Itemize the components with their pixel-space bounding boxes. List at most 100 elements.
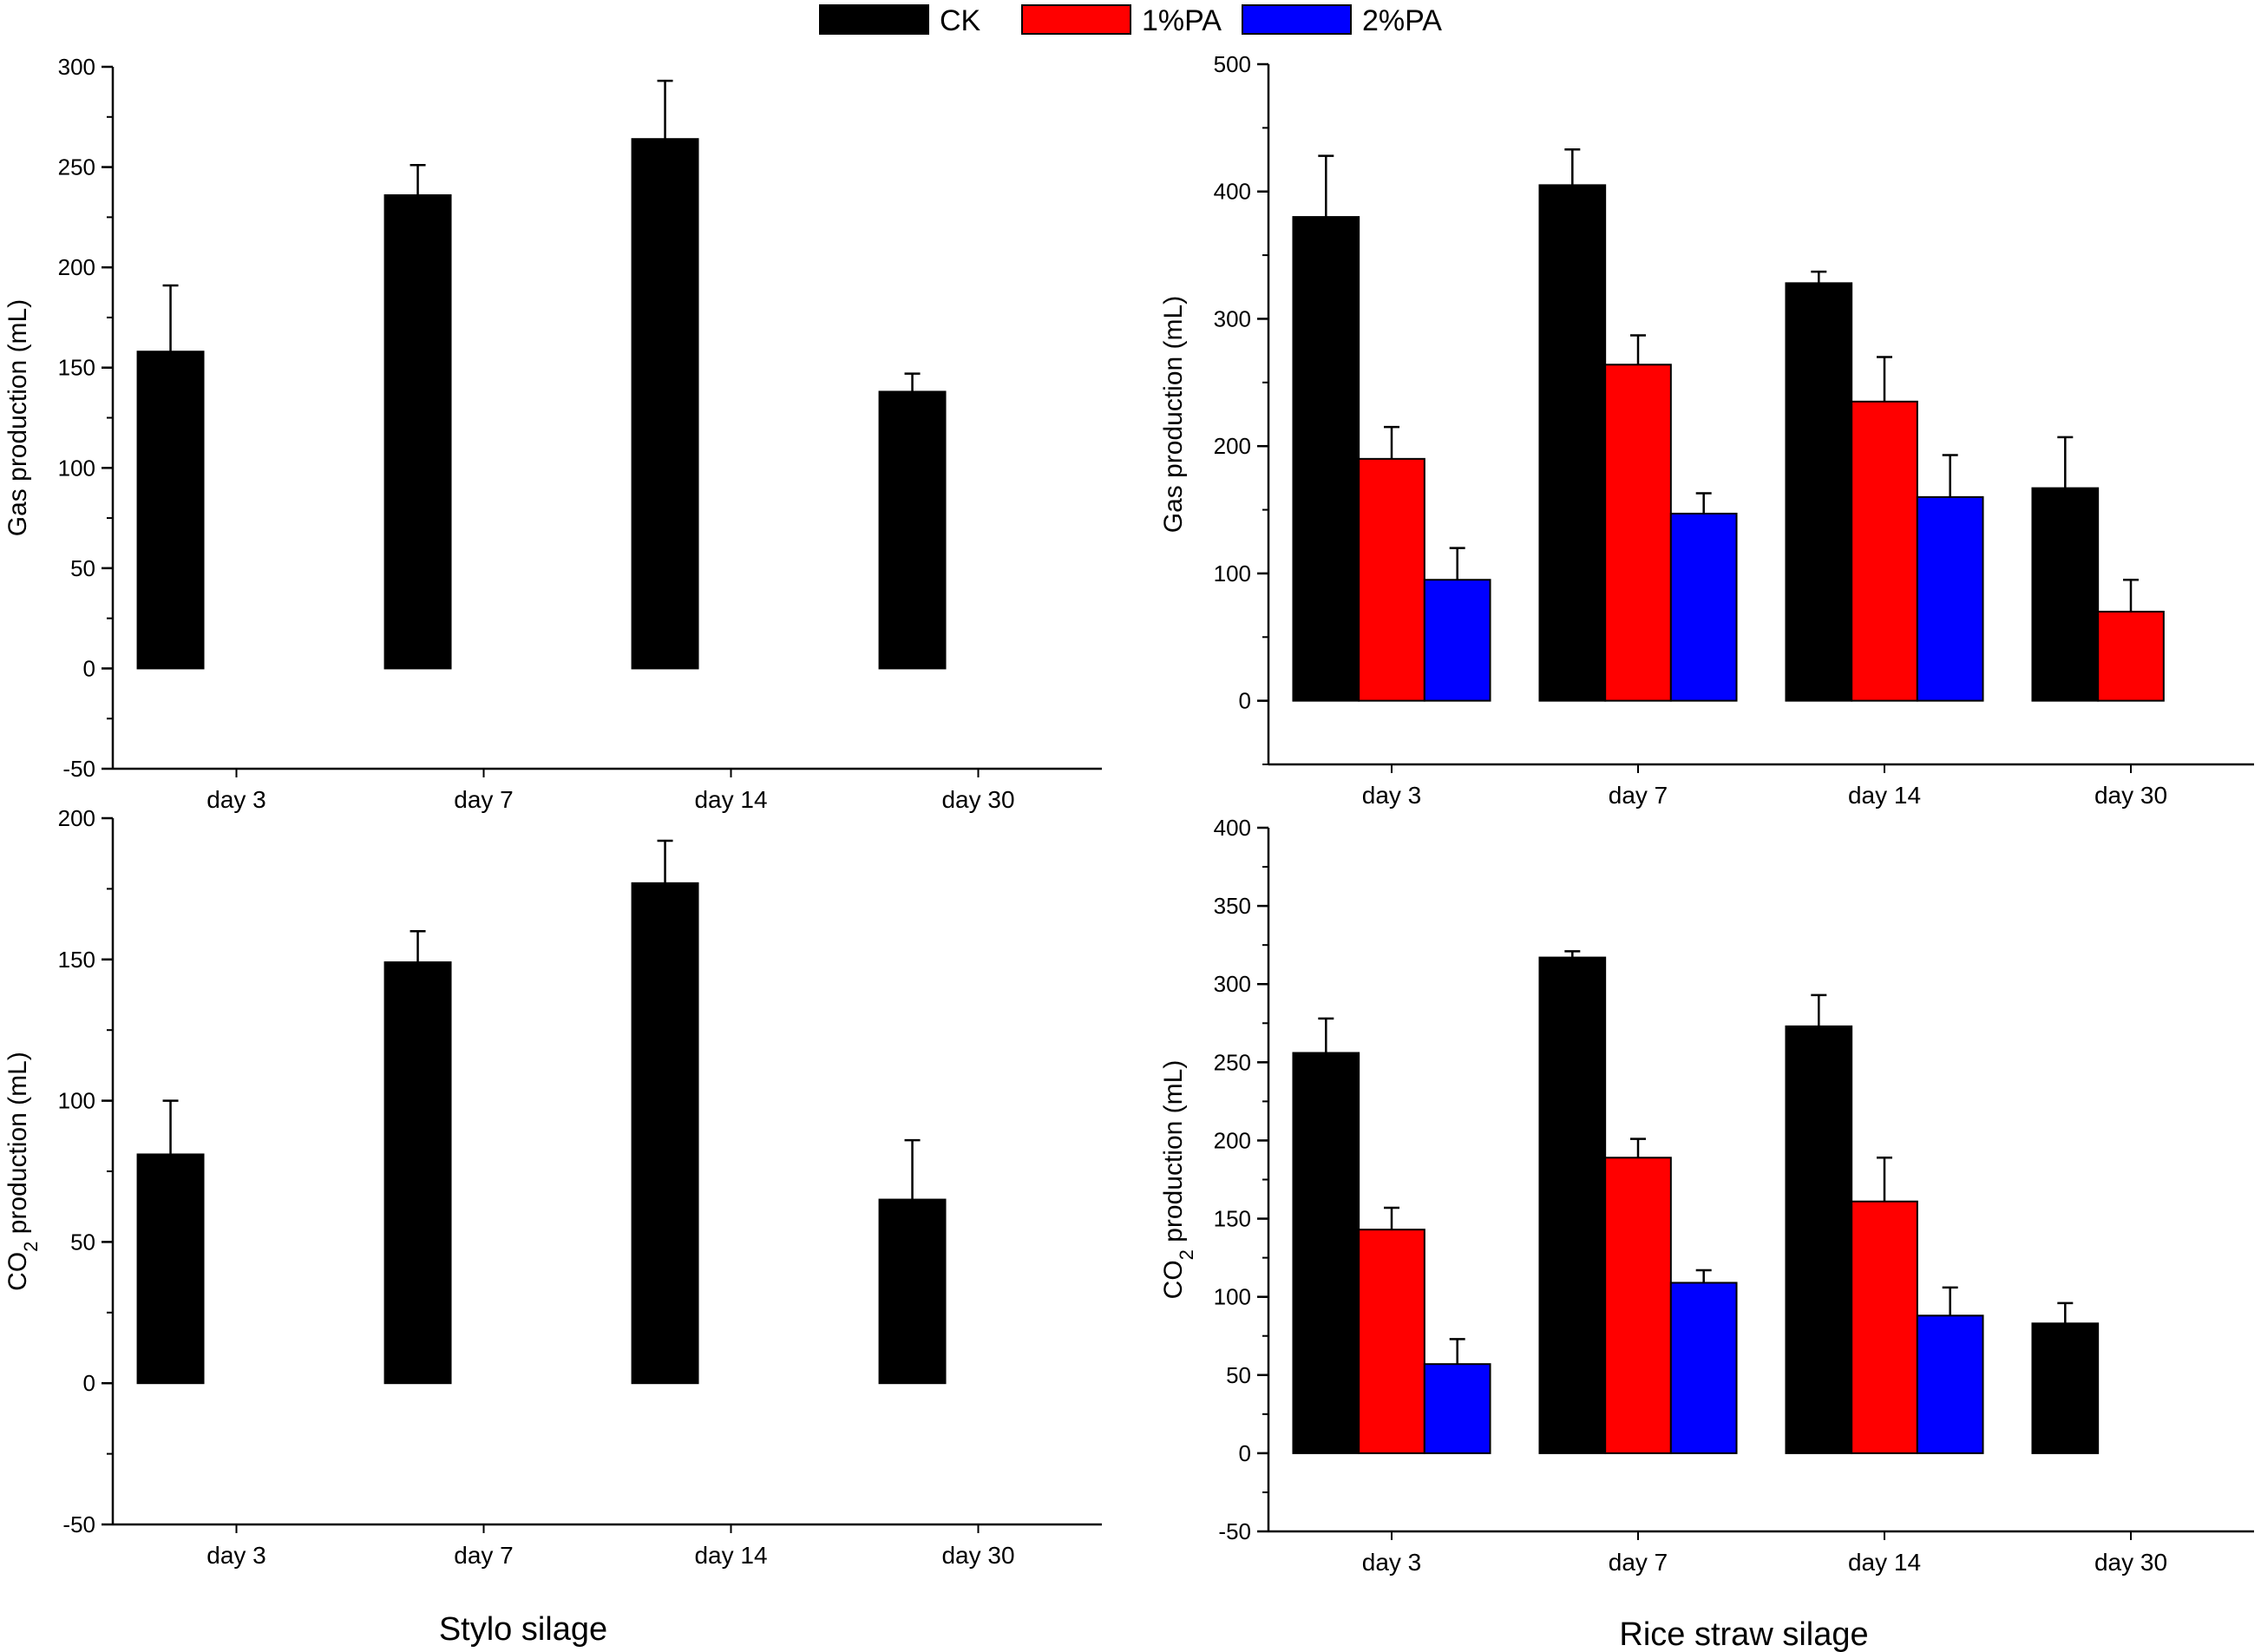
x-tick-label: day 14 xyxy=(1848,1549,1921,1576)
y-tick-label: 300 xyxy=(58,54,95,80)
y-tick-label: 300 xyxy=(1214,971,1251,997)
x-tick-label: day 7 xyxy=(454,1542,514,1569)
bar-2pctpa-day-7 xyxy=(1669,1282,1738,1454)
x-tick-label: day 3 xyxy=(206,786,266,813)
bar-ck-day-30 xyxy=(2031,487,2100,702)
x-tick-label: day 30 xyxy=(2094,782,2167,809)
y-tick-label: 100 xyxy=(58,1088,95,1114)
x-tick-label: day 7 xyxy=(1609,782,1668,809)
bar-ck-day-7 xyxy=(1538,956,1607,1454)
x-tick-label: day 30 xyxy=(941,1542,1014,1569)
bar-2pctpa-day-14 xyxy=(1916,1314,1984,1454)
y-tick-label: -50 xyxy=(1218,1518,1251,1544)
x-tick-label: day 3 xyxy=(1362,782,1422,809)
y-tick-label: 400 xyxy=(1214,815,1251,841)
bar-ck-day-30 xyxy=(878,1198,947,1385)
x-tick-label: day 14 xyxy=(1848,782,1921,809)
y-tick-label: 500 xyxy=(1214,51,1251,77)
bar-1pctpa-day-14 xyxy=(1851,1200,1918,1454)
bar-1pctpa-day-14 xyxy=(1851,400,1918,702)
bar-2pctpa-day-14 xyxy=(1916,495,1984,702)
y-axis-title-subscript: 2 xyxy=(20,1242,42,1252)
x-tick-label: day 14 xyxy=(694,1542,767,1569)
legend-swatch-pa2 xyxy=(1242,4,1352,35)
bar-ck-day-30 xyxy=(2031,1322,2100,1454)
bar-ck-day-3 xyxy=(136,1153,205,1385)
y-tick-label: 400 xyxy=(1214,179,1251,205)
y-tick-label: 200 xyxy=(58,254,95,280)
y-tick-label: 50 xyxy=(1226,1362,1251,1388)
bar-ck-day-14 xyxy=(1785,282,1853,702)
y-axis-title-main: CO xyxy=(3,1252,32,1291)
y-tick-label: 100 xyxy=(58,455,95,481)
legend-label-ck: CK xyxy=(940,4,981,37)
panel-rice-gas: 0 100 200 300 400 500 day 3 day 7 day 14 day 30 Ga… xyxy=(1159,51,2254,809)
y-axis-title-subscript: 2 xyxy=(1176,1249,1197,1260)
bar-ck-day-7 xyxy=(1538,184,1607,702)
caption-rice-straw-silage: Rice straw silage xyxy=(1619,1616,1868,1652)
bar-ck-day-14 xyxy=(631,882,699,1385)
y-tick-label: 200 xyxy=(58,805,95,831)
bar-ck-day-7 xyxy=(383,193,452,670)
y-tick-label: 250 xyxy=(58,154,95,180)
y-tick-label: -50 xyxy=(62,756,95,782)
panel-stylo-gas: -50 0 50 100 150 200 250 300 day 3 day 7 day 14 day… xyxy=(3,54,1102,813)
bar-2pctpa-day-7 xyxy=(1669,512,1738,702)
y-tick-label: 200 xyxy=(1214,433,1251,459)
y-axis-title: Gas production (mL) xyxy=(1159,296,1188,533)
y-axis-title: Gas production (mL) xyxy=(3,299,32,536)
bar-ck-day-30 xyxy=(878,390,947,670)
x-tick-label: day 7 xyxy=(1609,1549,1668,1576)
bar-1pctpa-day-7 xyxy=(1604,1157,1672,1454)
y-tick-label: 200 xyxy=(1214,1127,1251,1153)
x-tick-label: day 14 xyxy=(694,786,767,813)
legend-label-pa2: 2%PA xyxy=(1362,4,1442,37)
y-tick-label: 50 xyxy=(70,555,95,581)
bar-ck-day-3 xyxy=(1292,1052,1360,1454)
y-axis-title: CO2 production (mL) xyxy=(3,1052,42,1291)
bar-ck-day-7 xyxy=(383,961,452,1385)
y-tick-label: 150 xyxy=(1214,1206,1251,1232)
y-tick-label: 0 xyxy=(1239,1440,1251,1466)
bar-ck-day-3 xyxy=(1292,216,1360,702)
y-tick-label: 50 xyxy=(70,1229,95,1255)
legend-swatch-pa1 xyxy=(1021,4,1131,35)
legend: CK 1%PA 2%PA xyxy=(819,4,1442,37)
y-tick-label: 0 xyxy=(1239,688,1251,714)
y-axis-title-rest: production (mL) xyxy=(3,1052,32,1241)
y-axis-title-rest: production (mL) xyxy=(1159,1060,1188,1249)
bar-2pctpa-day-3 xyxy=(1423,579,1491,702)
panel-stylo-co2: -50 0 50 100 150 200 day 3 day 7 day 14 day 30 CO2… xyxy=(3,805,1102,1569)
bar-ck-day-3 xyxy=(136,351,205,670)
bar-1pctpa-day-30 xyxy=(2097,610,2165,702)
y-tick-label: 100 xyxy=(1214,1284,1251,1310)
x-tick-label: day 3 xyxy=(206,1542,266,1569)
y-tick-label: -50 xyxy=(62,1511,95,1537)
y-tick-label: 150 xyxy=(58,355,95,381)
y-axis-title-main: Gas production (mL) xyxy=(3,299,32,536)
bar-2pctpa-day-3 xyxy=(1423,1363,1491,1454)
bar-ck-day-14 xyxy=(631,138,699,670)
bar-ck-day-14 xyxy=(1785,1025,1853,1454)
bar-1pctpa-day-3 xyxy=(1358,457,1425,702)
y-tick-label: 250 xyxy=(1214,1049,1251,1075)
y-tick-label: 300 xyxy=(1214,305,1251,331)
panel-rice-co2: -50 0 50 100 150 200 250 300 350 400 day 3 day 7 day… xyxy=(1159,815,2254,1576)
x-tick-label: day 7 xyxy=(454,786,514,813)
y-tick-label: 0 xyxy=(83,655,95,681)
y-axis-title-main: CO xyxy=(1159,1260,1188,1299)
y-tick-label: 0 xyxy=(83,1370,95,1396)
legend-swatch-ck xyxy=(819,4,929,35)
x-tick-label: day 30 xyxy=(2094,1549,2167,1576)
y-tick-label: 350 xyxy=(1214,893,1251,919)
bar-1pctpa-day-3 xyxy=(1358,1229,1425,1454)
y-axis-title: CO2 production (mL) xyxy=(1159,1060,1197,1300)
bar-1pctpa-day-7 xyxy=(1604,364,1672,702)
x-tick-label: day 3 xyxy=(1362,1549,1422,1576)
legend-label-pa1: 1%PA xyxy=(1142,4,1222,37)
x-tick-label: day 30 xyxy=(941,786,1014,813)
y-axis-title-main: Gas production (mL) xyxy=(1159,296,1188,533)
y-tick-label: 100 xyxy=(1214,560,1251,587)
